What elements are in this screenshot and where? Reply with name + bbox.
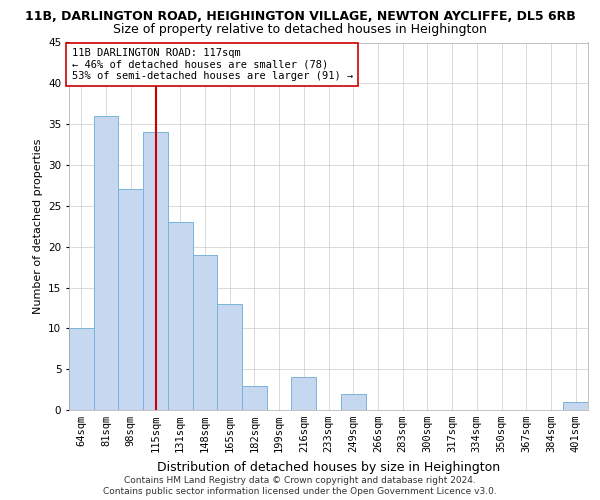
Bar bbox=[217, 304, 242, 410]
Bar bbox=[94, 116, 118, 410]
Bar bbox=[563, 402, 588, 410]
Bar bbox=[118, 190, 143, 410]
Text: Size of property relative to detached houses in Heighington: Size of property relative to detached ho… bbox=[113, 22, 487, 36]
Bar bbox=[193, 255, 217, 410]
Text: Contains HM Land Registry data © Crown copyright and database right 2024.: Contains HM Land Registry data © Crown c… bbox=[124, 476, 476, 485]
Bar bbox=[242, 386, 267, 410]
Bar bbox=[292, 378, 316, 410]
Text: 11B DARLINGTON ROAD: 117sqm
← 46% of detached houses are smaller (78)
53% of sem: 11B DARLINGTON ROAD: 117sqm ← 46% of det… bbox=[71, 48, 353, 81]
Bar bbox=[168, 222, 193, 410]
Y-axis label: Number of detached properties: Number of detached properties bbox=[32, 138, 43, 314]
Bar bbox=[143, 132, 168, 410]
X-axis label: Distribution of detached houses by size in Heighington: Distribution of detached houses by size … bbox=[157, 460, 500, 473]
Bar bbox=[341, 394, 365, 410]
Text: Contains public sector information licensed under the Open Government Licence v3: Contains public sector information licen… bbox=[103, 488, 497, 496]
Bar bbox=[69, 328, 94, 410]
Text: 11B, DARLINGTON ROAD, HEIGHINGTON VILLAGE, NEWTON AYCLIFFE, DL5 6RB: 11B, DARLINGTON ROAD, HEIGHINGTON VILLAG… bbox=[25, 10, 575, 23]
